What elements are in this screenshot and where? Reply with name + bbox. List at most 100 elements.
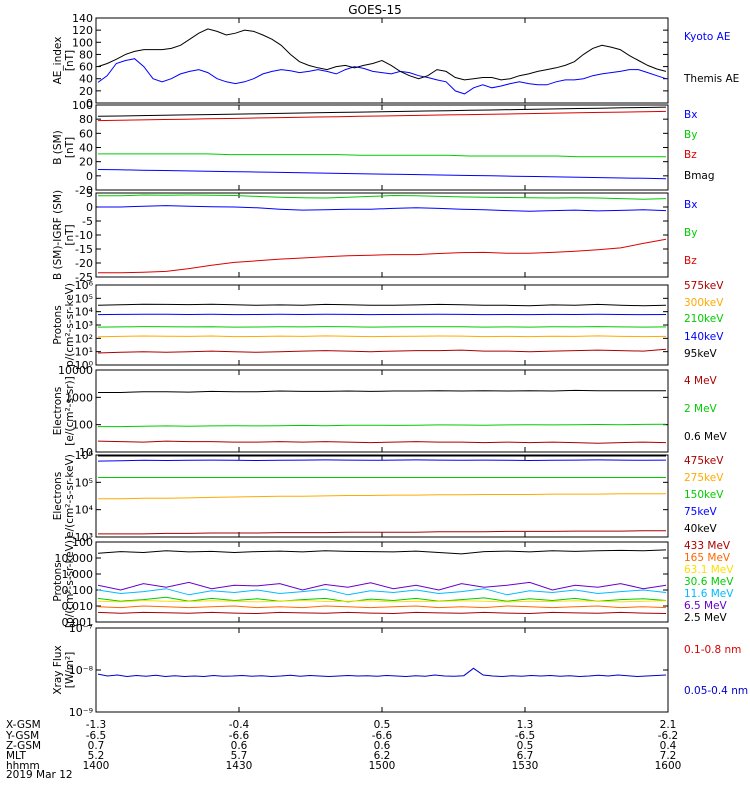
legend-entry: By bbox=[684, 129, 697, 141]
y-tick-label: 1000 bbox=[65, 391, 93, 404]
series-line-themis-ae bbox=[97, 28, 667, 81]
y-tick-label: 10⁻⁸ bbox=[69, 664, 94, 677]
legend-entry: 150keV bbox=[684, 489, 724, 501]
y-axis-label: Electrons e/(cm²-s-sr-keV) bbox=[52, 454, 76, 538]
y-axis-label: Electrons [e/(cm²-s-sr)] bbox=[52, 376, 76, 445]
legend-entry: 40keV bbox=[684, 523, 718, 535]
orbit-row-label: X-GSM bbox=[6, 719, 41, 731]
y-axis-label-line: Protons bbox=[52, 562, 64, 601]
y-tick-label: 10.000 bbox=[55, 552, 94, 565]
y-axis-label-line: B (SM)-IGRF (SM) bbox=[52, 190, 64, 280]
orbit-value: -1.3 bbox=[86, 719, 107, 731]
y-tick-label: 80 bbox=[79, 48, 93, 61]
orbit-row-label: Z-GSM bbox=[6, 740, 41, 752]
legend-entry: Themis AE bbox=[683, 73, 739, 85]
panel-xray: 10⁻⁹ 10⁻⁸ 10⁻⁷ Xray Flux [W/m²] 0.1-0.8 nm 0.0… bbox=[52, 622, 748, 719]
y-tick-label: 100 bbox=[72, 99, 93, 112]
y-tick-label: 60 bbox=[79, 127, 93, 140]
orbit-value: -6.5 bbox=[515, 730, 536, 742]
y-axis-label-line: Xray Flux bbox=[52, 645, 64, 694]
series-line-6-5-mev bbox=[97, 581, 667, 591]
series-line-bz bbox=[98, 238, 667, 274]
legend-entry: Bx bbox=[684, 109, 697, 121]
orbit-value: -6.2 bbox=[658, 730, 679, 742]
y-axis-label-line: Electrons bbox=[52, 387, 64, 436]
orbit-value: 0.6 bbox=[231, 740, 248, 752]
y-tick-label: -10 bbox=[75, 229, 93, 242]
orbit-value: 6.7 bbox=[517, 750, 534, 762]
series-line-210kev bbox=[97, 326, 667, 328]
legend-entry: 575keV bbox=[684, 280, 724, 292]
legend-entry: 95keV bbox=[684, 348, 718, 360]
series-line-433-mev bbox=[97, 611, 667, 615]
y-tick-label: 140 bbox=[72, 12, 93, 25]
series-line-bmag bbox=[97, 106, 667, 117]
y-tick-label: 100 bbox=[72, 36, 93, 49]
legend-entry: 11.6 MeV bbox=[684, 588, 734, 600]
series-line-kyoto-ae bbox=[97, 58, 667, 95]
y-axis-label-line: p/(cm²-s-sr-keV) bbox=[64, 283, 76, 367]
y-tick-label: 10⁶ bbox=[75, 449, 94, 462]
y-tick-label: 20 bbox=[79, 156, 93, 169]
series-line-bx bbox=[98, 205, 667, 212]
y-tick-label: 10³ bbox=[75, 531, 93, 544]
y-tick-label: -20 bbox=[75, 257, 93, 270]
y-tick-label: 10⁰ bbox=[75, 359, 94, 372]
legend-entry: 63.1 MeV bbox=[684, 564, 734, 576]
legend-entry: Bz bbox=[684, 149, 697, 161]
y-axis-label-line: AE_index bbox=[52, 37, 64, 85]
orbit-value: -0.4 bbox=[229, 719, 250, 731]
legend-entry: 0.05-0.4 nm bbox=[684, 685, 748, 697]
panel-frame bbox=[95, 454, 669, 538]
plot-date: 2019 Mar 12 bbox=[6, 769, 73, 781]
series-line-0-6-mev bbox=[98, 389, 666, 393]
legend-entry: By bbox=[684, 227, 697, 239]
series-line-bx bbox=[97, 169, 667, 180]
y-axis-label: B (SM)-IGRF (SM) [nT] bbox=[52, 190, 76, 280]
series-line-63-1-mev bbox=[97, 599, 667, 603]
y-tick-label: 10⁻⁷ bbox=[69, 622, 93, 635]
legend-entry: 140keV bbox=[684, 331, 724, 343]
series-line-4-mev bbox=[97, 440, 667, 444]
y-axis-label: Protons p/(cm²-s-sr-keV) bbox=[52, 283, 76, 367]
legend-entry: 6.5 MeV bbox=[684, 600, 728, 612]
legend-entry: Bz bbox=[684, 255, 697, 267]
y-tick-label: 10¹ bbox=[75, 346, 93, 359]
y-axis-label: Xray Flux [W/m²] bbox=[52, 645, 76, 694]
y-tick-label: 0.100 bbox=[62, 584, 94, 597]
legend-entry: Bx bbox=[684, 199, 697, 211]
orbit-value: 0.7 bbox=[88, 740, 105, 752]
panel-frame bbox=[95, 541, 669, 623]
orbit-row-label: MLT bbox=[6, 750, 26, 762]
series-line-575kev bbox=[97, 348, 667, 354]
y-axis-label-line: [e/(cm²-s-sr)] bbox=[64, 376, 76, 445]
y-tick-label: -5 bbox=[82, 215, 93, 228]
y-axis-label-line: [W/m²] bbox=[64, 652, 76, 689]
orbit-value: -6.6 bbox=[372, 730, 393, 742]
orbit-value: 1600 bbox=[655, 760, 682, 772]
y-tick-label: 0 bbox=[86, 201, 93, 214]
orbit-value: 1530 bbox=[512, 760, 539, 772]
series-line-165-mev bbox=[97, 605, 667, 609]
series-line-30-6-mev bbox=[97, 596, 667, 603]
series-line-2-5-mev bbox=[97, 549, 667, 555]
legend-entry: 2.5 MeV bbox=[684, 612, 728, 624]
y-tick-label: 1.000 bbox=[62, 568, 94, 581]
plot-title: GOES-15 bbox=[348, 3, 402, 17]
panel-frame bbox=[95, 369, 669, 453]
y-tick-label: 60 bbox=[79, 61, 93, 74]
series-line-by bbox=[98, 153, 666, 158]
legend-entry: 75keV bbox=[684, 506, 718, 518]
y-tick-label: 100 bbox=[72, 419, 93, 432]
y-tick-label: 5 bbox=[86, 187, 93, 200]
series-line-75kev bbox=[97, 459, 667, 462]
series-line-bz bbox=[97, 110, 667, 122]
legend-entry: 4 MeV bbox=[684, 375, 718, 387]
y-tick-label: 0.001 bbox=[62, 616, 94, 629]
y-axis-label-line: [p/(cm²-s-sr-keV)] bbox=[64, 536, 76, 628]
y-tick-label: 40 bbox=[79, 73, 93, 86]
